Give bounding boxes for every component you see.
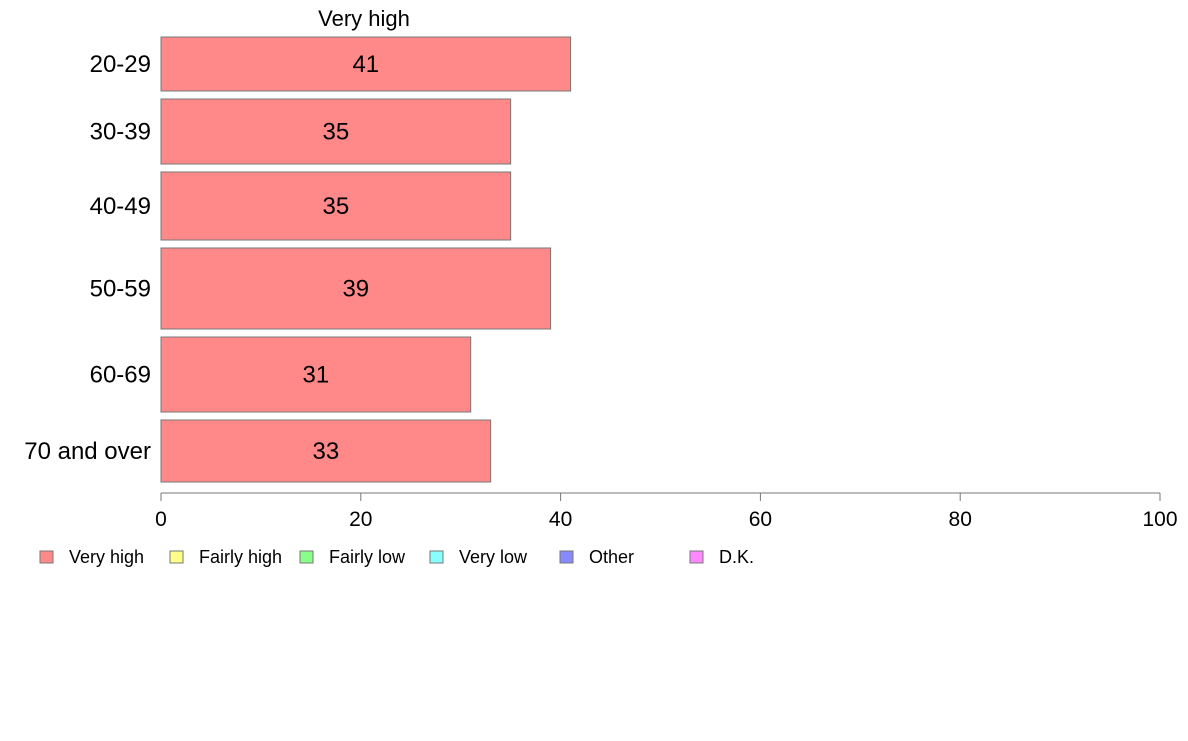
x-tick-label: 80 <box>949 508 972 531</box>
x-tick-label: 20 <box>349 508 372 531</box>
category-label: 50-59 <box>90 276 151 303</box>
legend-swatch <box>299 550 314 564</box>
legend-label: D.K. <box>719 547 754 567</box>
legend-label: Fairly high <box>199 547 282 567</box>
category-label: 70 and over <box>24 438 151 465</box>
legend-label: Very low <box>459 547 528 567</box>
category-label: 30-39 <box>90 119 151 146</box>
legend-label: Very high <box>69 547 144 567</box>
x-tick-label: 40 <box>549 508 572 531</box>
bar-30-39 <box>160 98 512 165</box>
bar-20-29 <box>160 36 572 92</box>
bar-value-label: 41 <box>352 51 379 78</box>
x-tick-label: 100 <box>1142 508 1177 531</box>
x-axis: 0 20 40 60 80 100 <box>155 492 1178 531</box>
x-tick-label: 60 <box>749 508 772 531</box>
category-label: 60-69 <box>90 362 151 389</box>
category-label: 40-49 <box>90 193 151 220</box>
legend-swatch <box>559 550 574 564</box>
x-tick-label: 0 <box>155 508 167 531</box>
legend-label: Fairly low <box>329 547 406 567</box>
legend-swatch <box>39 550 54 564</box>
bar-value-label: 31 <box>302 362 329 389</box>
bar-value-label: 35 <box>322 119 349 146</box>
bar-60-69 <box>160 336 472 413</box>
legend-label: Other <box>589 547 634 567</box>
legend-swatch <box>689 550 704 564</box>
category-label: 20-29 <box>90 51 151 78</box>
bar-value-label: 35 <box>322 193 349 220</box>
legend-swatch <box>169 550 184 564</box>
legend: Very high Fairly high Fairly low Very low Ot… <box>39 547 754 567</box>
bar-value-label: 33 <box>312 438 339 465</box>
bar-value-label: 39 <box>342 276 369 303</box>
bar-70-and-over <box>160 419 492 483</box>
bar-40-49 <box>160 171 512 241</box>
bars-group: 41 20-29 35 30-39 35 40-49 39 50-59 31 60-69 33 70 … <box>24 36 572 483</box>
chart-title: Very high <box>318 6 410 31</box>
bar-50-59 <box>160 247 552 330</box>
legend-swatch <box>429 550 444 564</box>
